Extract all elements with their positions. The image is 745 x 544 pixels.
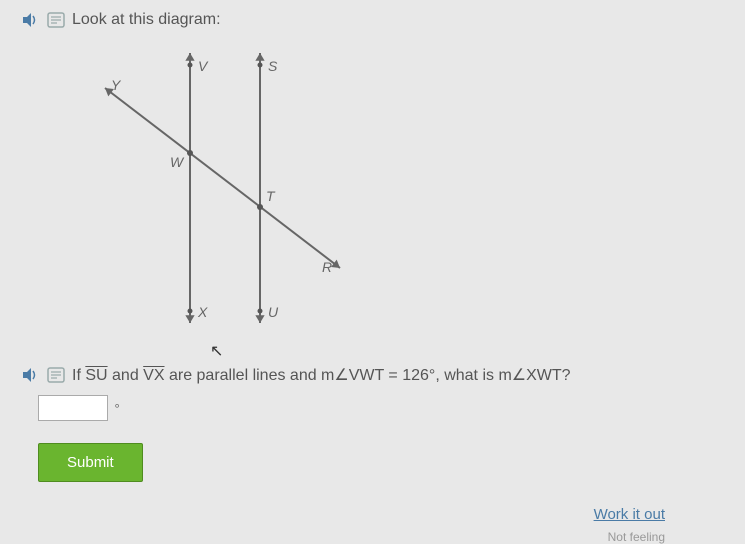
q-prefix: If xyxy=(72,367,85,384)
diagram: V X S U Y R W T xyxy=(80,38,725,343)
q-mid2: are parallel lines and m∠VWT = xyxy=(165,367,403,384)
submit-button[interactable]: Submit xyxy=(38,443,143,482)
read-icon[interactable] xyxy=(46,10,66,30)
question-text: If SU and VX are parallel lines and m∠VW… xyxy=(72,365,571,385)
q-suffix: , what is m∠XWT? xyxy=(435,367,570,384)
work-it-out-link[interactable]: Work it out xyxy=(594,506,665,523)
q-given: 126° xyxy=(402,367,435,384)
prompt-text: Look at this diagram: xyxy=(72,11,221,29)
answer-unit: ° xyxy=(114,401,119,416)
answer-input[interactable] xyxy=(38,395,108,421)
svg-text:R: R xyxy=(322,259,332,275)
svg-text:W: W xyxy=(170,154,185,170)
svg-text:V: V xyxy=(198,58,209,74)
q-mid1: and xyxy=(108,367,144,384)
cursor-icon: ↖ xyxy=(210,341,725,361)
svg-text:S: S xyxy=(268,58,278,74)
footer-sub: Not feeling xyxy=(20,530,665,544)
read-icon[interactable] xyxy=(46,365,66,385)
svg-text:T: T xyxy=(266,188,276,204)
audio-icon[interactable] xyxy=(20,10,40,30)
q-line-b: VX xyxy=(143,367,164,384)
audio-icon[interactable] xyxy=(20,365,40,385)
svg-text:X: X xyxy=(197,304,208,320)
svg-text:Y: Y xyxy=(111,77,122,93)
svg-text:U: U xyxy=(268,304,279,320)
q-line-a: SU xyxy=(85,367,107,384)
